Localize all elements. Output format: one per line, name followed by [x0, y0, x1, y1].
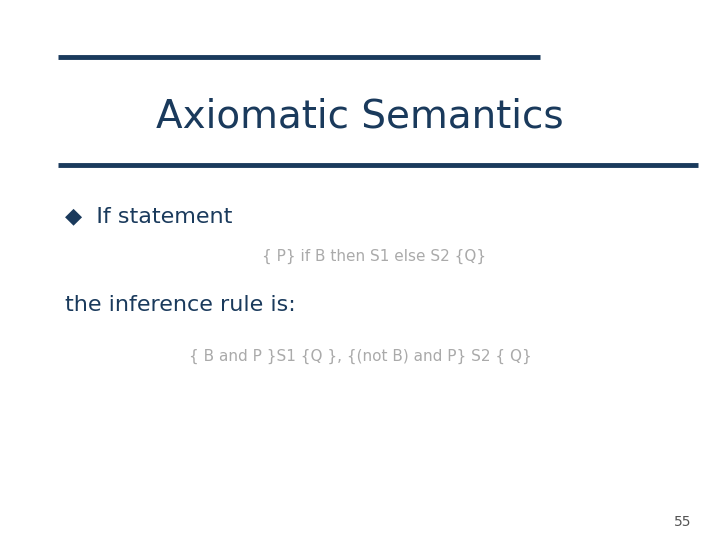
- Text: { P} if B then S1 else S2 {Q}: { P} if B then S1 else S2 {Q}: [262, 249, 487, 264]
- Text: the inference rule is:: the inference rule is:: [65, 295, 295, 315]
- Text: { B and P }S1 {Q }, {(not B) and P} S2 { Q}: { B and P }S1 {Q }, {(not B) and P} S2 {…: [189, 349, 531, 364]
- Text: Axiomatic Semantics: Axiomatic Semantics: [156, 97, 564, 135]
- Text: 55: 55: [674, 515, 691, 529]
- Text: ◆  If statement: ◆ If statement: [65, 206, 232, 226]
